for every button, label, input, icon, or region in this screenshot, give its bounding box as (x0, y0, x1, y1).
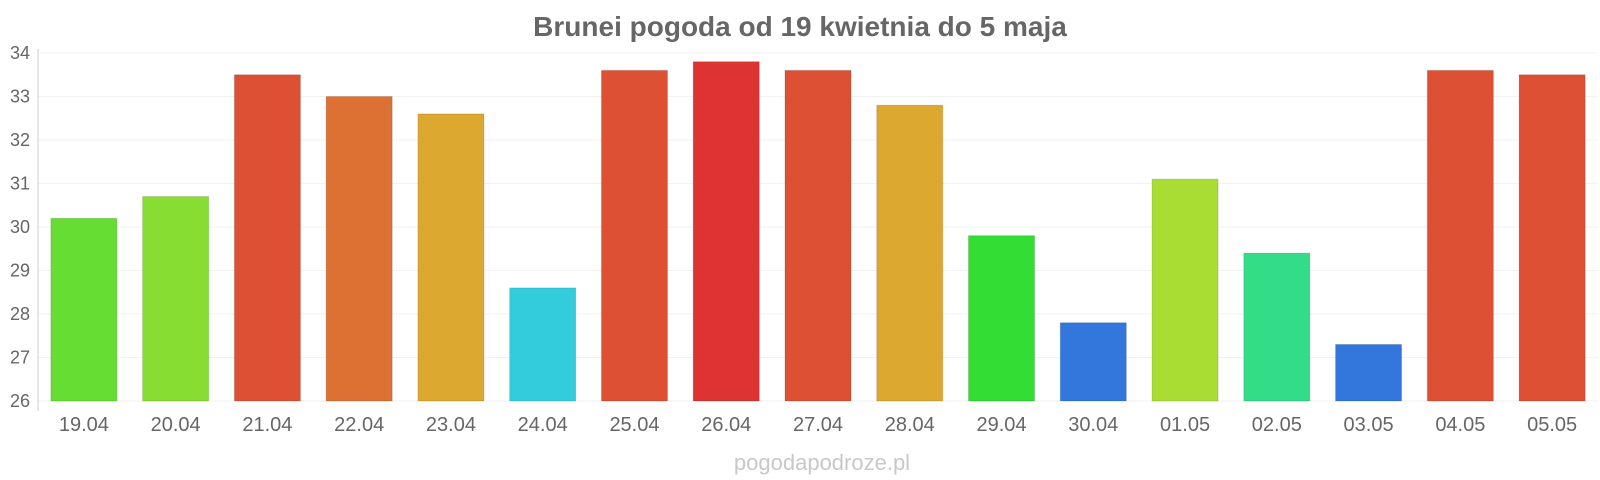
x-tick-label: 19.04 (59, 414, 109, 436)
bar-04.05 (1426, 69, 1494, 402)
x-tick-label: 30.04 (1068, 414, 1118, 436)
x-tick-label: 22.04 (334, 414, 384, 436)
bar-21.04 (233, 74, 301, 402)
bars (50, 61, 1586, 402)
bar-28.04 (876, 104, 944, 402)
y-tick-label: 27 (10, 348, 30, 368)
bar-03.05 (1335, 343, 1403, 402)
bar-01.05 (1151, 178, 1219, 402)
y-tick-label: 31 (10, 174, 30, 194)
bar-22.04 (325, 96, 393, 402)
bar-23.04 (417, 113, 485, 402)
x-tick-label: 01.05 (1160, 414, 1210, 436)
x-tick-label: 20.04 (151, 414, 201, 436)
bar-19.04 (50, 217, 118, 402)
y-tick-label: 33 (10, 87, 30, 107)
x-tick-label: 24.04 (518, 414, 568, 436)
x-tick-label: 27.04 (793, 414, 843, 436)
x-tick-label: 29.04 (976, 414, 1026, 436)
bar-26.04 (692, 61, 760, 402)
y-tick-label: 34 (10, 43, 30, 63)
x-tick-label: 03.05 (1344, 414, 1394, 436)
y-tick-label: 32 (10, 130, 30, 150)
bar-27.04 (784, 69, 852, 402)
x-axis-ticks: 19.04 20.04 21.04 22.04 23.04 24.04 25.04 26.04… (59, 414, 1577, 436)
y-tick-label: 28 (10, 304, 30, 324)
bar-02.05 (1243, 252, 1311, 402)
x-tick-label: 02.05 (1252, 414, 1302, 436)
x-tick-label: 25.04 (609, 414, 659, 436)
bar-30.04 (1059, 322, 1127, 402)
watermark: pogodapodroze.pl (734, 450, 910, 475)
y-tick-label: 26 (10, 391, 30, 411)
x-tick-label: 21.04 (242, 414, 292, 436)
bar-20.04 (142, 196, 210, 402)
bar-24.04 (509, 287, 577, 402)
bar-05.05 (1518, 74, 1586, 402)
chart-title: Brunei pogoda od 19 kwietnia do 5 maja (533, 11, 1067, 42)
x-tick-label: 28.04 (885, 414, 935, 436)
y-tick-label: 29 (10, 261, 30, 281)
x-tick-label: 23.04 (426, 414, 476, 436)
bar-29.04 (967, 235, 1036, 402)
y-tick-label: 30 (10, 217, 30, 237)
y-axis-ticks: 26 27 28 29 30 31 32 33 34 (10, 43, 30, 411)
x-tick-label: 26.04 (701, 414, 751, 436)
bar-25.04 (600, 69, 669, 402)
x-tick-label: 05.05 (1527, 414, 1577, 436)
x-tick-label: 04.05 (1435, 414, 1485, 436)
